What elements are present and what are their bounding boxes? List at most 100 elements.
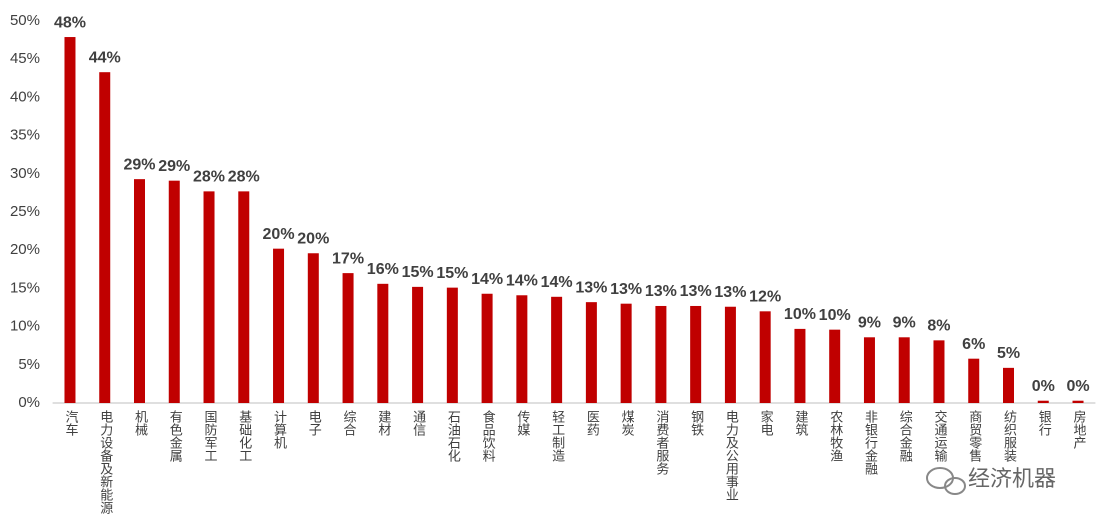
x-tick-label: 农林牧渔 <box>827 410 843 462</box>
x-tick-label: 通信 <box>410 410 426 436</box>
x-tick-label: 国防军工 <box>202 410 218 462</box>
x-tick-label: 轻工制造 <box>549 410 565 463</box>
data-label: 16% <box>367 261 399 278</box>
x-tick-label: 计算机 <box>271 410 287 450</box>
data-label: 9% <box>893 315 916 332</box>
data-label: 9% <box>858 315 881 332</box>
x-tick-label: 基础化工 <box>236 410 252 462</box>
x-tick-label: 综合金融 <box>897 410 913 462</box>
x-tick-label: 房地产 <box>1071 409 1087 450</box>
bar <box>690 305 702 403</box>
x-tick-label: 银行 <box>1036 410 1052 437</box>
x-tick-label: 消费者服务 <box>653 410 669 475</box>
data-label: 48% <box>54 14 86 31</box>
y-tick-label: 5% <box>18 356 40 373</box>
bar <box>168 180 180 403</box>
bar <box>307 253 319 403</box>
data-label: 13% <box>610 281 642 298</box>
x-tick-label: 煤炭 <box>619 410 635 437</box>
bar <box>898 337 910 403</box>
y-tick-label: 30% <box>10 165 40 182</box>
y-tick-label: 35% <box>10 127 40 144</box>
bar <box>273 248 285 403</box>
y-tick-label: 25% <box>10 203 40 220</box>
x-tick-label: 机械 <box>132 410 148 436</box>
x-tick-label: 电力设备及新能源 <box>97 410 113 514</box>
bar <box>551 296 563 403</box>
bar <box>794 328 806 403</box>
data-label: 12% <box>749 289 781 306</box>
x-tick-label: 建筑 <box>792 410 808 437</box>
data-label: 20% <box>263 226 295 243</box>
bar <box>99 72 111 404</box>
x-tick-label: 医药 <box>584 410 600 436</box>
y-tick-label: 10% <box>10 318 40 335</box>
x-tick-label: 纺织服装 <box>1001 410 1017 462</box>
bar <box>655 305 667 403</box>
data-label: 8% <box>927 318 950 335</box>
x-tick-label: 石油石化 <box>445 410 461 463</box>
x-tick-label: 食品饮料 <box>480 409 496 462</box>
bar <box>620 303 632 403</box>
bar <box>377 283 389 403</box>
x-tick-label: 电子 <box>306 410 322 436</box>
y-tick-label: 45% <box>10 50 40 67</box>
data-label: 0% <box>1032 378 1055 395</box>
x-tick-label: 钢铁 <box>688 410 704 436</box>
data-label: 15% <box>402 264 434 281</box>
bar <box>1072 400 1084 403</box>
bar <box>829 329 841 403</box>
data-label: 13% <box>680 283 712 300</box>
x-tick-label: 有色金属 <box>167 410 183 463</box>
x-tick-label: 汽车 <box>62 410 78 436</box>
bar <box>585 302 597 403</box>
bar <box>64 37 76 403</box>
bar <box>412 286 424 403</box>
y-tick-label: 15% <box>10 279 40 296</box>
x-tick-label: 家电 <box>758 409 774 436</box>
bar <box>446 287 458 403</box>
x-tick-label: 非银行金融 <box>862 410 878 475</box>
data-label: 6% <box>962 336 985 353</box>
bar <box>933 340 945 403</box>
data-label: 17% <box>332 250 364 267</box>
data-label: 20% <box>297 230 329 247</box>
data-label: 14% <box>541 274 573 291</box>
data-label: 10% <box>819 307 851 324</box>
bar <box>203 191 215 403</box>
data-label: 5% <box>997 345 1020 362</box>
bar <box>724 306 736 403</box>
data-label: 0% <box>1066 378 1089 395</box>
data-label: 14% <box>471 271 503 288</box>
data-label: 13% <box>575 279 607 296</box>
x-tick-label: 商贸零售 <box>966 410 982 462</box>
bar <box>238 191 250 403</box>
x-tick-label: 电力及公用事业 <box>723 410 739 501</box>
y-tick-label: 40% <box>10 88 40 105</box>
y-tick-label: 20% <box>10 241 40 258</box>
y-tick-label: 0% <box>18 394 40 411</box>
y-tick-label: 50% <box>10 12 40 29</box>
data-label: 29% <box>158 158 190 175</box>
bar <box>1037 400 1049 403</box>
x-tick-label: 交通运输 <box>931 409 947 462</box>
data-label: 15% <box>436 265 468 282</box>
data-label: 10% <box>784 306 816 323</box>
data-label: 13% <box>714 284 746 301</box>
data-label: 29% <box>123 156 155 173</box>
x-tick-label: 综合 <box>341 410 357 436</box>
bar <box>1003 367 1014 403</box>
bar <box>968 358 980 403</box>
data-label: 44% <box>89 49 121 66</box>
watermark: 经济机器 <box>968 467 1056 492</box>
bar <box>481 293 493 403</box>
bar <box>134 179 145 403</box>
bar <box>759 311 771 403</box>
bar <box>863 337 875 403</box>
bar <box>516 295 528 403</box>
data-label: 28% <box>193 169 225 186</box>
data-label: 28% <box>228 169 260 186</box>
data-label: 14% <box>506 272 538 289</box>
watermark-icon <box>926 467 966 495</box>
